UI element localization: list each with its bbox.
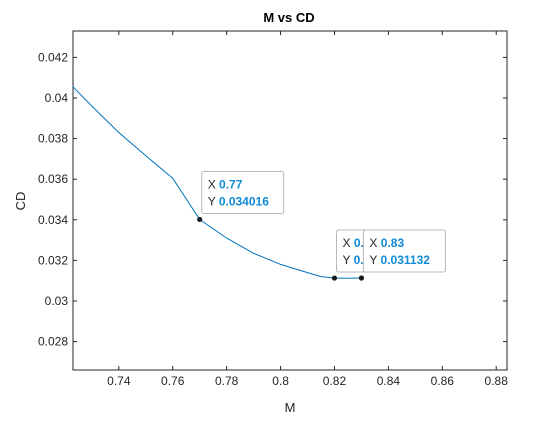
datatip-y-label: Y [369, 253, 380, 267]
datatip-x-value: 0.77 [219, 177, 243, 191]
datatip-y-value: 0.034016 [219, 194, 269, 208]
x-axis: 0.74 0.76 0.78 0.8 0.82 0.84 0.86 0.88 [107, 31, 508, 388]
x-axis-label: M [285, 400, 296, 415]
y-tick-label: 0.04 [45, 91, 69, 105]
datatip-marker [197, 216, 203, 223]
y-tick-label: 0.036 [38, 172, 68, 186]
y-axis: 0.028 0.03 0.032 0.034 0.036 0.038 0.04 0.042 [38, 50, 507, 349]
datatip-y-label: Y [208, 194, 219, 208]
y-tick-label: 0.034 [38, 213, 68, 227]
datatip-x-row: X 0.83 [369, 236, 404, 250]
x-tick-label: 0.8 [272, 374, 289, 388]
datatip-y-label: Y [342, 253, 353, 267]
datatip-x-row: X 0.77 [208, 177, 243, 191]
datatip-x-label: X [342, 236, 353, 250]
datatip-box [362, 229, 446, 273]
datatip: X 0.83Y 0.031132 [358, 229, 446, 281]
datatip-x-value: 0.83 [381, 236, 405, 250]
x-tick-label: 0.86 [431, 374, 455, 388]
datatip-y-value: 0.031132 [381, 253, 431, 267]
datatip-x-label: X [369, 236, 380, 250]
x-tick-label: 0.82 [323, 374, 347, 388]
datatip-marker [358, 275, 365, 281]
y-tick-label: 0.038 [38, 132, 68, 146]
plot-area [72, 30, 508, 371]
datatip-box [201, 170, 285, 214]
datatip-y-row: Y 0.031132 [369, 253, 430, 267]
datatip-marker [331, 275, 338, 281]
x-tick-label: 0.88 [485, 374, 509, 388]
y-tick-label: 0.042 [38, 50, 68, 64]
x-tick-label: 0.76 [161, 374, 185, 388]
chart-title: M vs CD [263, 10, 314, 25]
x-tick-label: 0.78 [215, 374, 239, 388]
datatip-y-row: Y 0.034016 [208, 194, 270, 208]
y-tick-label: 0.03 [45, 294, 69, 308]
x-tick-label: 0.74 [107, 374, 131, 388]
y-tick-label: 0.032 [38, 253, 68, 267]
x-tick-label: 0.84 [377, 374, 401, 388]
y-axis-label: CD [13, 192, 28, 211]
datatip-x-label: X [208, 177, 219, 191]
y-tick-label: 0.028 [38, 335, 68, 349]
datatip: X 0.77Y 0.034016 [197, 170, 285, 223]
